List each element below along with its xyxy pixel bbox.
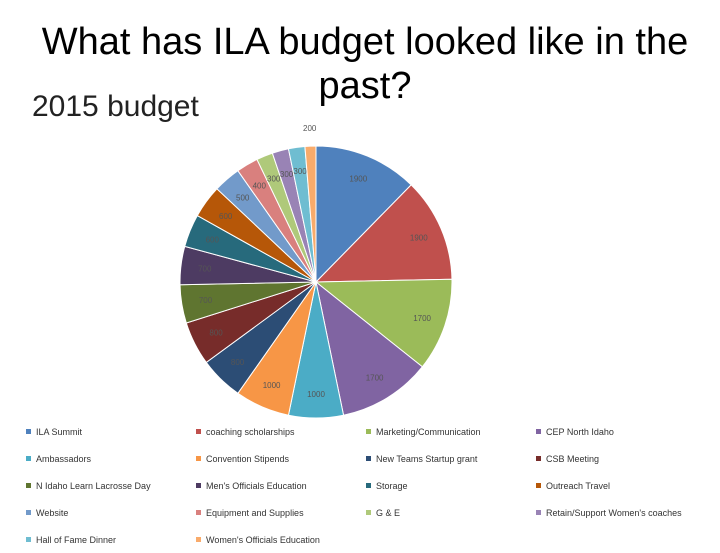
legend-item: Retain/Support Women's coaches	[536, 508, 706, 518]
legend-label: G & E	[376, 507, 401, 518]
legend-swatch	[196, 429, 201, 434]
slice-data-label: 600	[219, 212, 233, 221]
slice-data-label: 400	[253, 181, 267, 190]
legend-item: Marketing/Communication	[366, 427, 536, 437]
chart-subtitle: 2015 budget	[32, 90, 199, 123]
legend-row: N Idaho Learn Lacrosse Day Men's Official…	[26, 472, 706, 499]
legend-swatch	[536, 429, 541, 434]
legend-label: Men's Officials Education	[206, 480, 307, 491]
legend-item: Equipment and Supplies	[196, 508, 366, 518]
legend-item: N Idaho Learn Lacrosse Day	[26, 481, 196, 491]
slice-data-label: 800	[209, 329, 223, 338]
legend-label: Convention Stipends	[206, 453, 290, 464]
legend-label: coaching scholarships	[206, 426, 295, 437]
legend-label: Retain/Support Women's coaches	[546, 507, 682, 518]
legend-label: N Idaho Learn Lacrosse Day	[36, 480, 151, 491]
legend-swatch	[366, 456, 371, 461]
legend-label: CSB Meeting	[546, 453, 600, 464]
legend-swatch	[26, 483, 31, 488]
pie-slice	[304, 145, 317, 283]
pie-chart: 1900 1900 1700 1700 1000 1000 800 800 700 700 600 6…	[179, 124, 453, 419]
slice-data-label: 300	[280, 170, 294, 179]
slice-data-label: 300	[267, 174, 281, 183]
slice-data-label: 1900	[410, 234, 428, 243]
legend-swatch	[26, 510, 31, 515]
legend-label: ILA Summit	[36, 426, 83, 437]
legend-item: Ambassadors	[26, 454, 196, 464]
legend-item: Website	[26, 508, 196, 518]
legend-label: Ambassadors	[36, 453, 92, 464]
legend-item: CSB Meeting	[536, 454, 706, 464]
legend-label: Marketing/Communication	[376, 426, 481, 437]
legend-swatch	[536, 510, 541, 515]
legend-row: Website Equipment and Supplies G & E Retain…	[26, 499, 706, 526]
page-title: What has ILA budget looked like in the p…	[41, 21, 689, 107]
slice-data-label: 1700	[366, 373, 384, 382]
legend-item: CEP North Idaho	[536, 427, 706, 437]
legend-swatch	[366, 429, 371, 434]
legend-row: ILA Summit coaching scholarships Marketing…	[26, 418, 706, 445]
slice-data-label: 1000	[263, 381, 281, 390]
slice-data-label: 200	[303, 124, 317, 133]
legend-swatch	[196, 456, 201, 461]
legend-label: Equipment and Supplies	[206, 507, 304, 518]
pie-slice	[315, 145, 412, 284]
legend-label: CEP North Idaho	[546, 426, 614, 437]
slice-data-label: 1000	[307, 390, 325, 399]
legend-swatch	[196, 483, 201, 488]
legend-label: New Teams Startup grant	[376, 453, 478, 464]
legend-label: Storage	[376, 480, 408, 491]
legend-label: Outreach Travel	[546, 480, 611, 491]
legend-swatch	[196, 510, 201, 515]
slice-data-label: 1700	[413, 314, 431, 323]
slice-data-label: 300	[293, 167, 307, 176]
slice-data-label: 700	[198, 264, 212, 273]
slice-data-label: 800	[231, 358, 245, 367]
pie-slice	[314, 184, 453, 283]
slice-data-label: 700	[199, 296, 213, 305]
legend-swatch	[26, 429, 31, 434]
pie-slice	[315, 280, 424, 416]
legend-item: Outreach Travel	[536, 481, 706, 491]
legend-item: Storage	[366, 481, 536, 491]
legend-swatch	[536, 483, 541, 488]
legend-item: ILA Summit	[26, 427, 196, 437]
legend-item: G & E	[366, 508, 536, 518]
legend-swatch	[366, 483, 371, 488]
legend-label: Website	[36, 507, 69, 518]
slice-data-label: 1900	[349, 174, 367, 183]
pie-slice	[314, 278, 453, 368]
legend-swatch	[536, 456, 541, 461]
legend-swatch	[26, 456, 31, 461]
legend-item: coaching scholarships	[196, 427, 366, 437]
slice-data-label: 500	[236, 193, 250, 202]
legend-swatch	[366, 510, 371, 515]
chart-legend: ILA Summit coaching scholarships Marketing…	[26, 418, 706, 553]
legend-row: Ambassadors Convention Stipends New Teams …	[26, 445, 706, 472]
legend-item: Convention Stipends	[196, 454, 366, 464]
slice-data-label: 600	[206, 236, 220, 245]
legend-item: Men's Officials Education	[196, 481, 366, 491]
legend-item: New Teams Startup grant	[366, 454, 536, 464]
